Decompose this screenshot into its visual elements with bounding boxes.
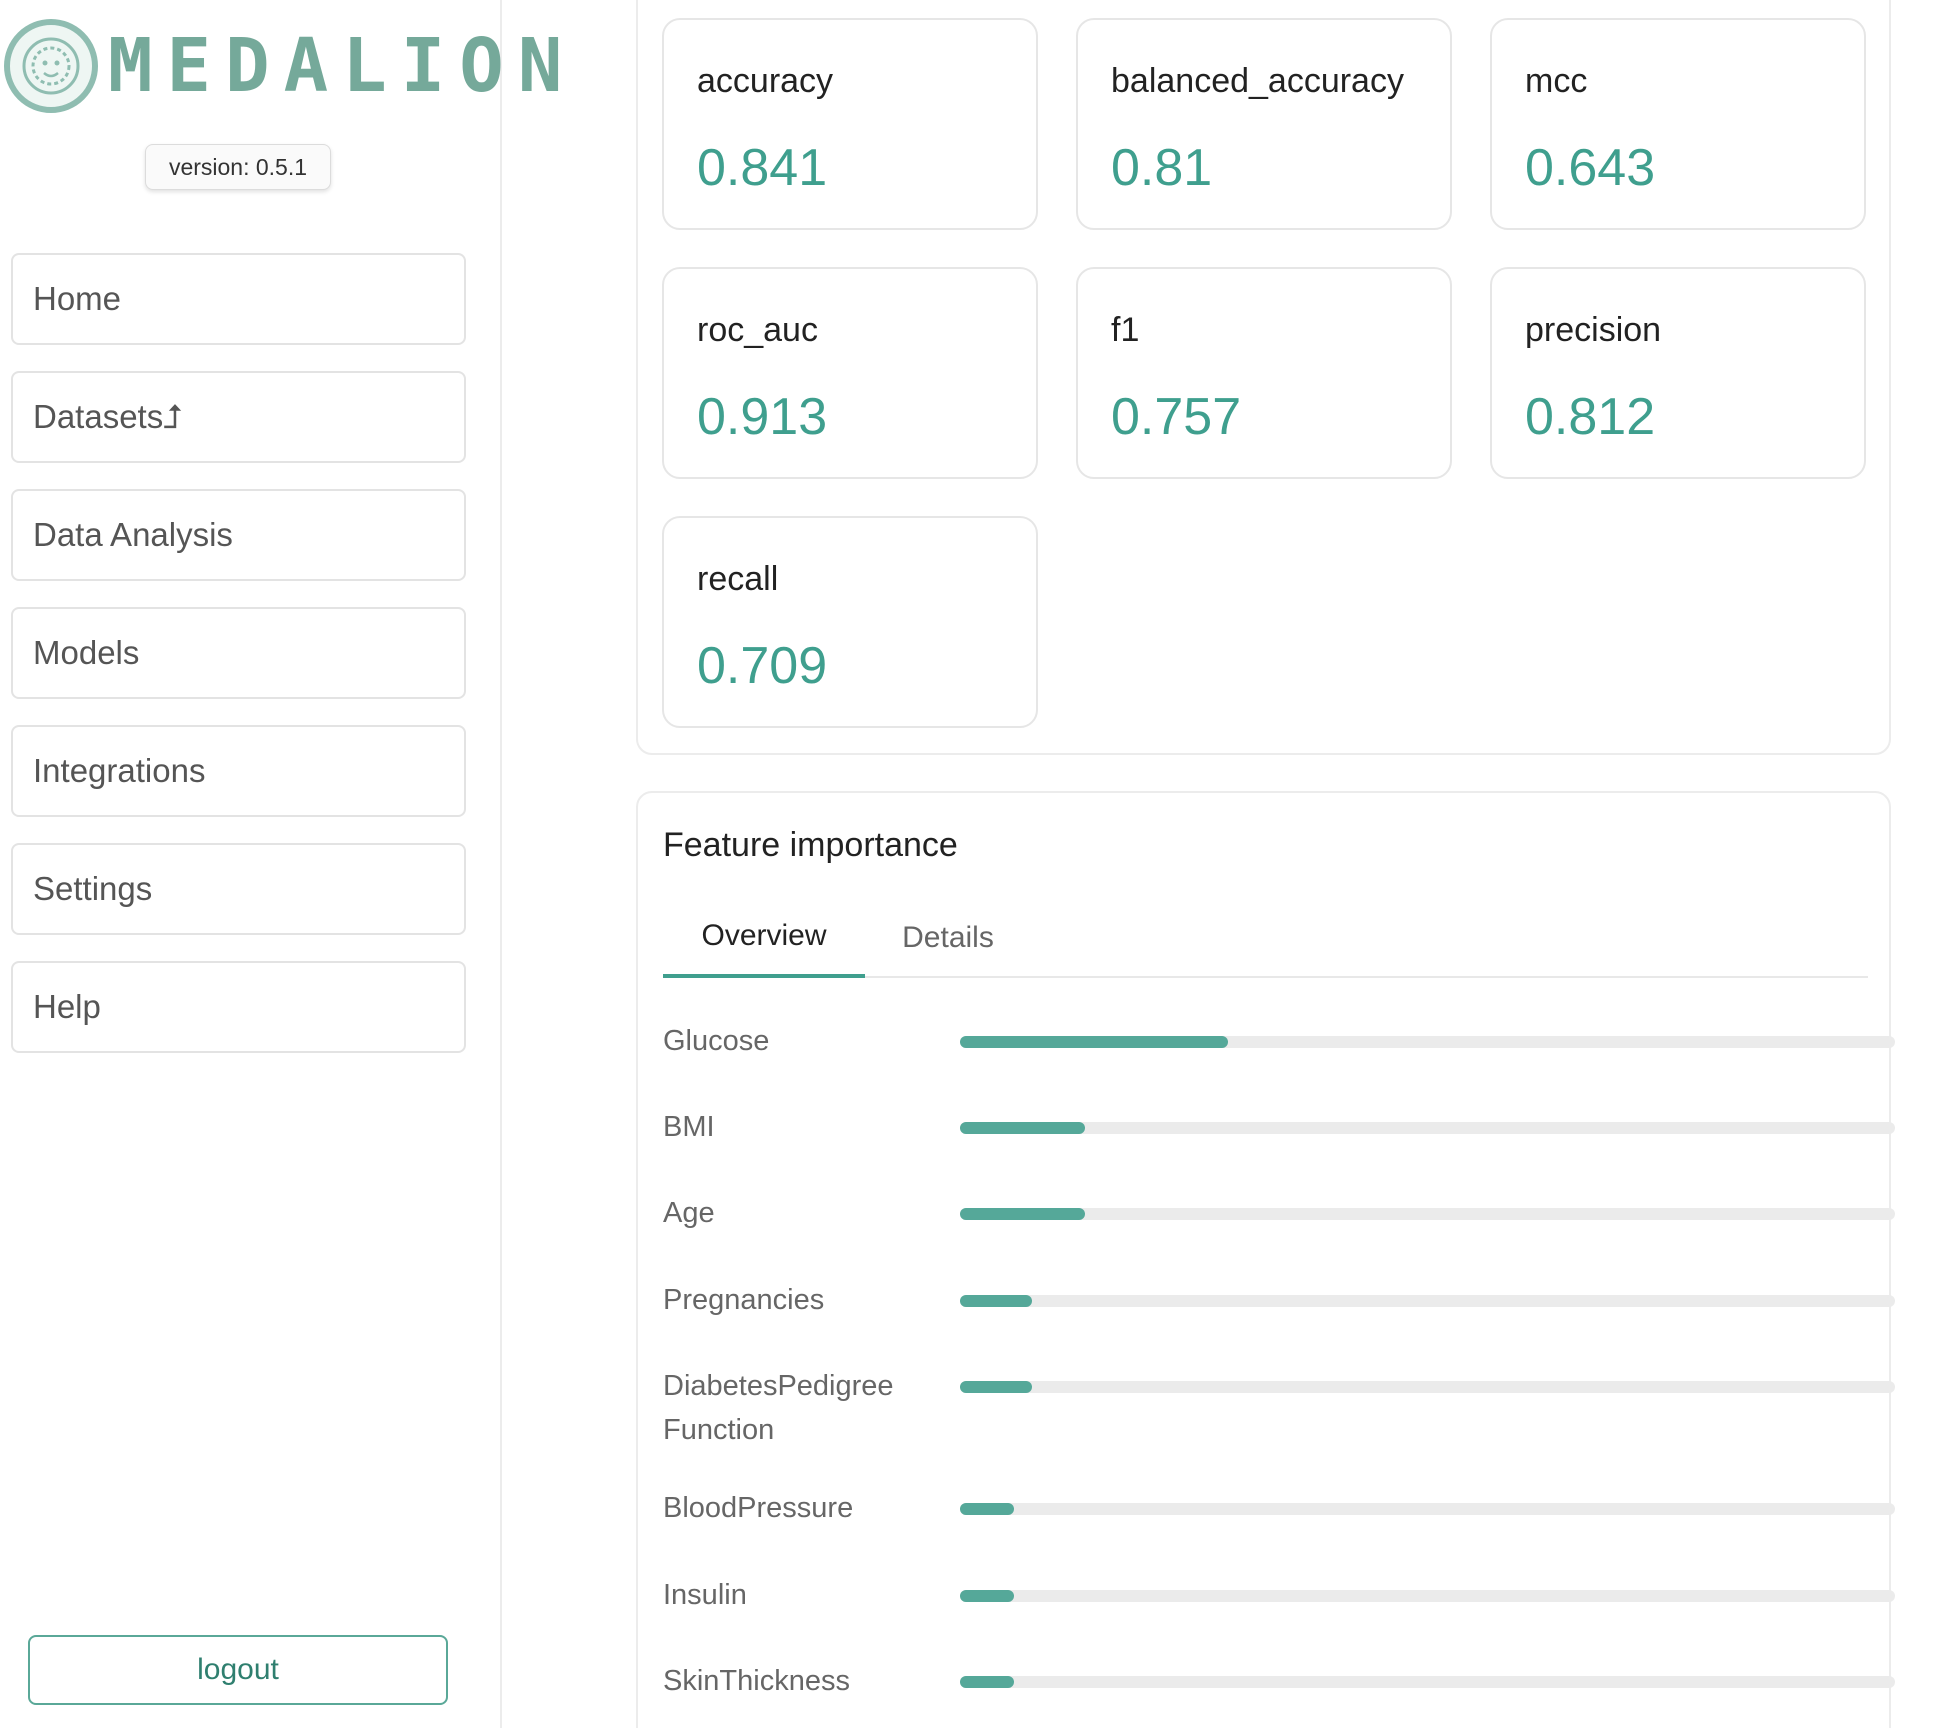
sidebar-item-datasets[interactable]: Datasets⮥ xyxy=(11,371,466,463)
feature-name: Age xyxy=(663,1197,715,1229)
sidebar-item-integrations[interactable]: Integrations xyxy=(11,725,466,817)
importance-bar-fill xyxy=(960,1036,1229,1048)
metric-card-f1: f1 0.757 xyxy=(1076,267,1452,479)
importance-bar-track xyxy=(960,1503,1895,1515)
sidebar-item-label: Settings xyxy=(33,870,153,907)
importance-bar-fill xyxy=(960,1208,1086,1220)
sidebar-item-home[interactable]: Home xyxy=(11,253,466,345)
feature-importance-panel: Feature importance Overview Details Gluc… xyxy=(636,791,1895,1728)
metric-value: 0.709 xyxy=(697,637,828,695)
importance-bar-fill xyxy=(960,1122,1086,1134)
metric-label: roc_auc xyxy=(697,311,818,349)
logo-text: MEDALION xyxy=(108,23,577,109)
version-badge: version: 0.5.1 xyxy=(145,144,331,190)
metric-card-recall: recall 0.709 xyxy=(662,516,1038,728)
importance-bar-fill xyxy=(960,1503,1015,1515)
metric-label: precision xyxy=(1525,311,1662,349)
sidebar-item-label: Data Analysis xyxy=(33,516,233,553)
metric-label: accuracy xyxy=(697,62,834,100)
feature-name: SkinThickness xyxy=(663,1665,850,1697)
importance-bar-track xyxy=(960,1590,1895,1602)
tab-bar: Overview Details xyxy=(663,898,1868,978)
feature-name: Glucose xyxy=(663,1025,770,1057)
tab-details[interactable]: Details xyxy=(902,921,994,954)
metric-value: 0.643 xyxy=(1525,139,1656,197)
lion-emblem-icon xyxy=(4,19,98,113)
sidebar: MEDALION version: 0.5.1 Home Datasets⮥ D… xyxy=(0,0,562,1728)
metric-value: 0.841 xyxy=(697,139,828,197)
metric-label: f1 xyxy=(1111,311,1140,349)
feature-name: Pregnancies xyxy=(663,1284,825,1316)
logout-button[interactable]: logout xyxy=(28,1635,448,1705)
metrics-panel: accuracy 0.841 balanced_accuracy 0.81 mc… xyxy=(636,0,1891,755)
importance-bar-fill xyxy=(960,1590,1015,1602)
sidebar-item-label: Integrations xyxy=(33,752,206,789)
metric-card-precision: precision 0.812 xyxy=(1490,267,1866,479)
feature-name: DiabetesPedigree Function xyxy=(663,1370,894,1446)
sidebar-item-label: Models xyxy=(33,634,140,671)
importance-bar-fill xyxy=(960,1676,1015,1688)
metric-label: recall xyxy=(697,560,779,598)
importance-bar-fill xyxy=(960,1381,1032,1393)
importance-bar-track xyxy=(960,1295,1895,1307)
sidebar-item-label: Home xyxy=(33,280,122,317)
metric-card-roc-auc: roc_auc 0.913 xyxy=(662,267,1038,479)
metric-card-accuracy: accuracy 0.841 xyxy=(662,18,1038,230)
section-title: Feature importance xyxy=(663,826,958,864)
metric-value: 0.81 xyxy=(1111,139,1213,197)
importance-bar-track xyxy=(960,1122,1895,1134)
feature-name: BloodPressure xyxy=(663,1492,854,1524)
tab-overview[interactable]: Overview xyxy=(663,898,865,978)
sidebar-item-label: Help xyxy=(33,988,101,1025)
metric-label: mcc xyxy=(1525,62,1588,100)
sidebar-item-label: Datasets⮥ xyxy=(33,397,183,435)
importance-bar-track xyxy=(960,1036,1895,1048)
metric-value: 0.812 xyxy=(1525,388,1656,446)
metric-card-mcc: mcc 0.643 xyxy=(1490,18,1866,230)
metric-card-balanced-accuracy: balanced_accuracy 0.81 xyxy=(1076,18,1452,230)
importance-bar-track xyxy=(960,1208,1895,1220)
sidebar-item-help[interactable]: Help xyxy=(11,961,466,1053)
metric-label: balanced_accuracy xyxy=(1111,62,1404,100)
sidebar-item-data-analysis[interactable]: Data Analysis xyxy=(11,489,466,581)
feature-name: BMI xyxy=(663,1111,715,1143)
feature-name: Insulin xyxy=(663,1579,747,1611)
importance-bar-track xyxy=(960,1381,1895,1393)
importance-bar-fill xyxy=(960,1295,1032,1307)
logo: MEDALION xyxy=(4,16,576,116)
importance-bar-track xyxy=(960,1676,1895,1688)
sidebar-item-settings[interactable]: Settings xyxy=(11,843,466,935)
sidebar-item-models[interactable]: Models xyxy=(11,607,466,699)
metric-value: 0.913 xyxy=(697,388,828,446)
metric-value: 0.757 xyxy=(1111,388,1242,446)
